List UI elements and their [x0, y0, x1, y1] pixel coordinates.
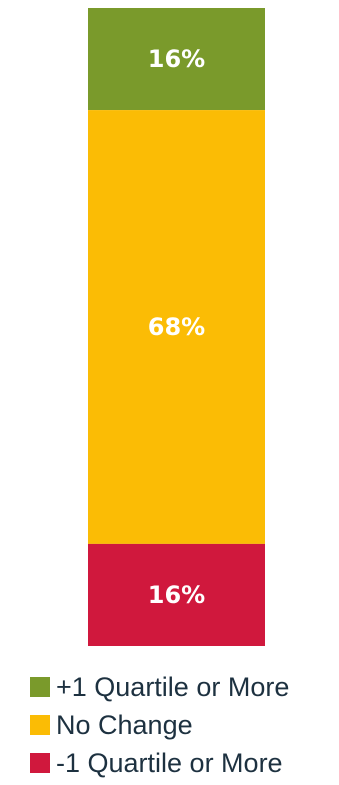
bar-segment-no-change — [88, 110, 265, 544]
legend-item-no-change: No Change — [30, 706, 289, 744]
legend-label-no-change: No Change — [56, 709, 193, 740]
data-label-positive: 16% — [148, 45, 205, 73]
data-label-negative: 16% — [148, 581, 205, 609]
data-label-no-change: 68% — [148, 313, 205, 341]
legend-swatch-positive — [30, 677, 50, 697]
bar-segment-positive — [88, 8, 265, 111]
legend-item-positive: +1 Quartile or More — [30, 668, 289, 706]
legend-label-negative: -1 Quartile or More — [56, 747, 283, 778]
legend-swatch-negative — [30, 753, 50, 773]
stacked-bar-chart: 16% 68% 16% — [88, 8, 265, 646]
legend: +1 Quartile or More No Change -1 Quartil… — [30, 668, 289, 782]
legend-label-positive: +1 Quartile or More — [56, 671, 290, 702]
bar-segment-negative — [88, 543, 265, 646]
stacked-bar: 16% 68% 16% — [88, 8, 265, 646]
legend-item-negative: -1 Quartile or More — [30, 744, 289, 782]
legend-swatch-no-change — [30, 715, 50, 735]
